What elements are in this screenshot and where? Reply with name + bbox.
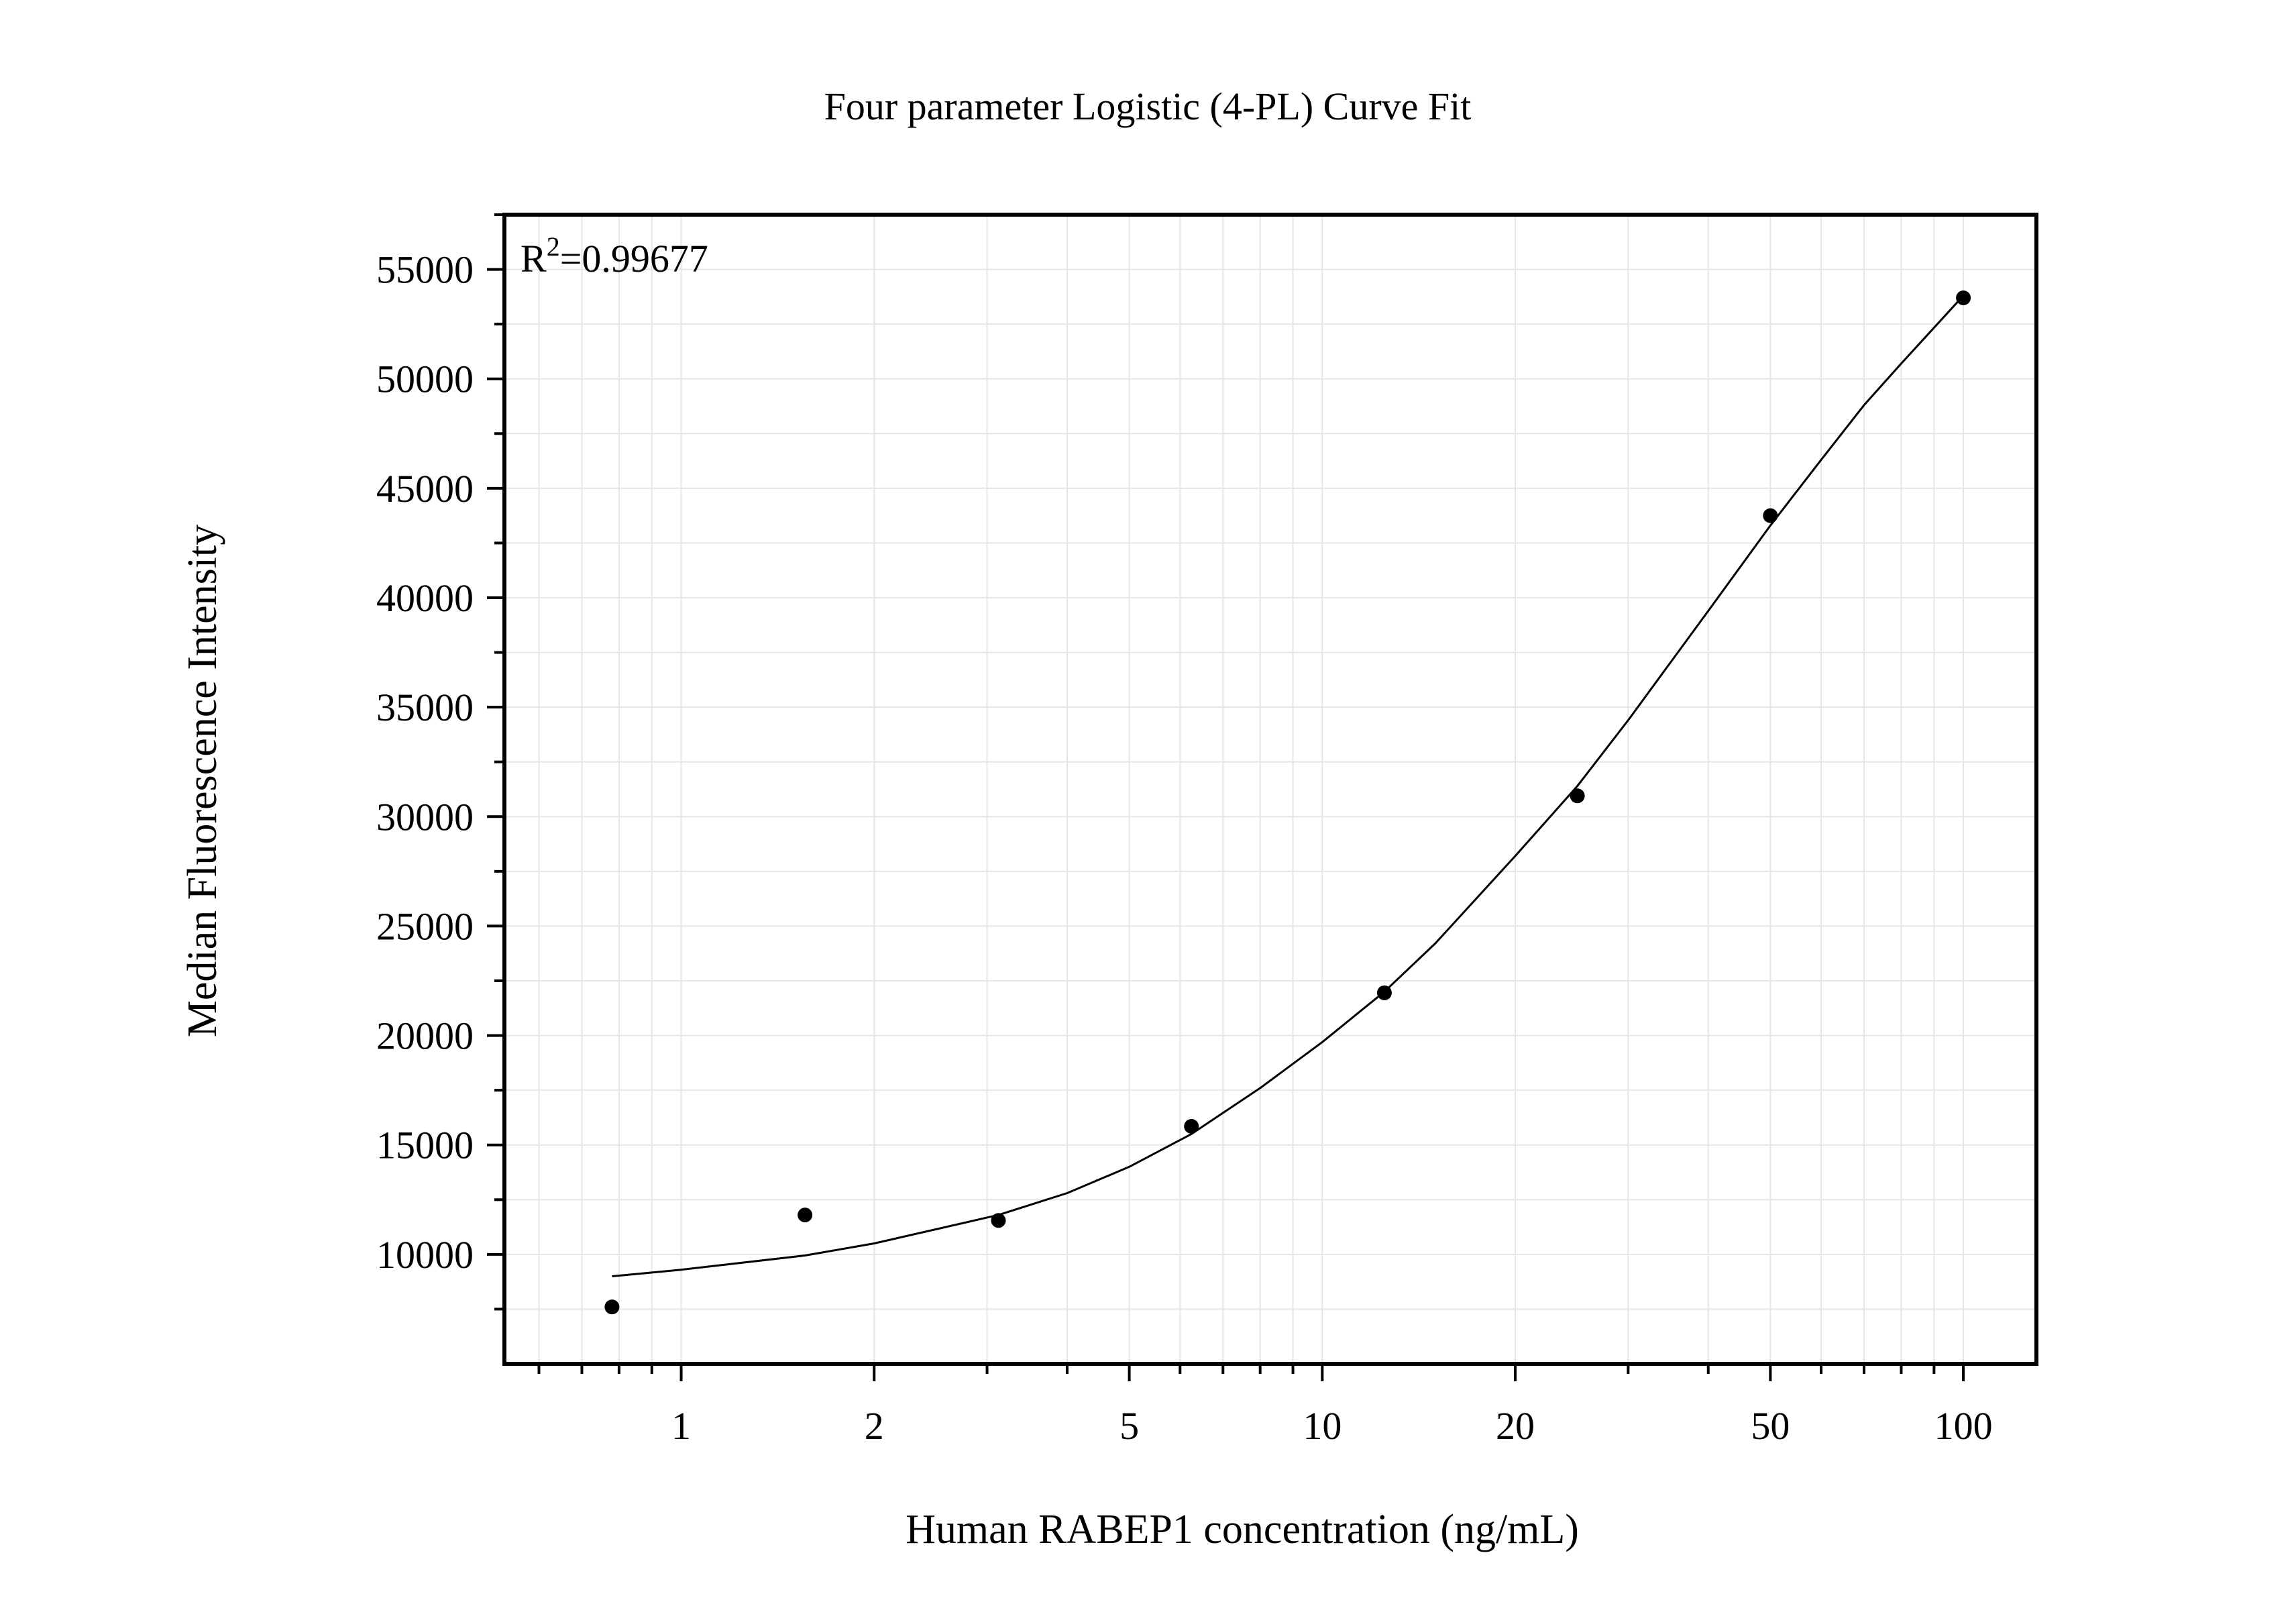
x-tick-label: 1 [671, 1404, 691, 1448]
y-tick-labels: 10000 15000 20000 25000 30000 35000 40000 45000… [376, 248, 474, 1277]
data-points-layer [604, 290, 1971, 1315]
x-tick-label: 20 [1496, 1404, 1535, 1448]
data-point [1956, 290, 1971, 305]
x-tick-label: 10 [1303, 1404, 1342, 1448]
x-tick-label: 2 [865, 1404, 884, 1448]
data-point [798, 1208, 813, 1223]
r-squared-sup: 2 [547, 231, 560, 262]
y-tick-label: 45000 [376, 467, 474, 511]
fit-curve [612, 295, 1965, 1277]
x-tick-labels: 1 2 5 10 20 50 100 [671, 1404, 1993, 1448]
data-point [1763, 508, 1778, 523]
x-tick-label: 5 [1119, 1404, 1139, 1448]
y-tick-label: 30000 [376, 795, 474, 839]
r-squared-annotation: R2=0.99677 [521, 231, 708, 280]
data-point [1376, 985, 1392, 1000]
data-point [1570, 788, 1585, 804]
y-tick-label: 15000 [376, 1124, 474, 1167]
grid [504, 214, 2036, 1364]
data-point [604, 1299, 620, 1315]
x-tick-label: 100 [1934, 1404, 1993, 1448]
plot-frame [502, 213, 2038, 1366]
fit-curve-layer [612, 295, 1965, 1277]
axis-ticks [487, 213, 1965, 1381]
y-tick-label: 20000 [376, 1014, 474, 1058]
y-axis-title: Median Fluorescence Intensity [180, 525, 225, 1037]
y-tick-label: 35000 [376, 686, 474, 729]
y-tick-label: 55000 [376, 248, 474, 292]
r-squared-base: R [521, 237, 547, 280]
y-tick-label: 10000 [376, 1233, 474, 1277]
data-point [991, 1213, 1006, 1228]
x-tick-label: 50 [1751, 1404, 1790, 1448]
r-squared-value: =0.99677 [560, 237, 708, 280]
data-point [1184, 1118, 1199, 1134]
y-tick-label: 50000 [376, 358, 474, 401]
x-axis-title: Human RABEP1 concentration (ng/mL) [906, 1507, 1579, 1552]
chart-title: Four parameter Logistic (4-PL) Curve Fit [824, 85, 1472, 128]
y-tick-label: 25000 [376, 904, 474, 948]
y-tick-label: 40000 [376, 576, 474, 620]
